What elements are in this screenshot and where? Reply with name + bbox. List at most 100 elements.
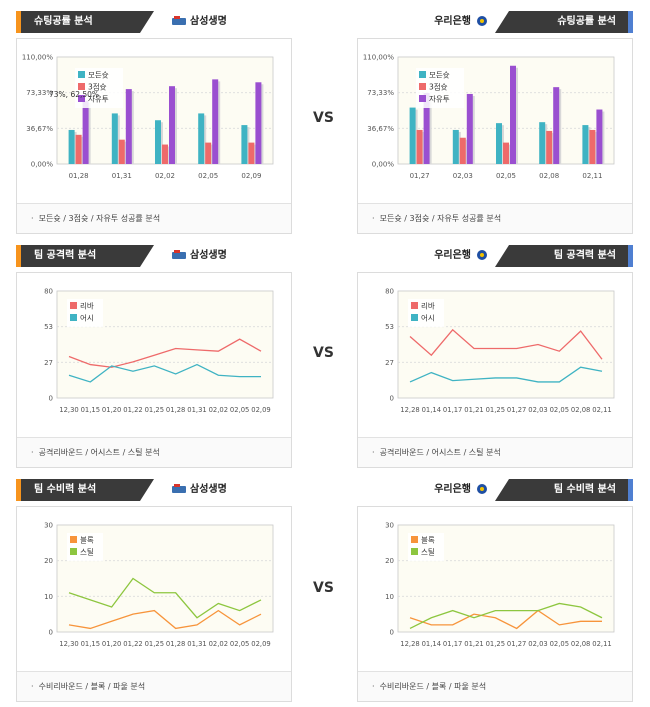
x-tick-label: 12,28 — [400, 640, 419, 648]
panel-header: 팀 수비력 분석 삼성생명 — [16, 479, 292, 501]
defense-chart: 0 10 20 30 12,30 01,15 01,20 01,22 01,25 01,28 01,… — [44, 522, 274, 648]
legend-swatch — [411, 314, 418, 321]
team-label: 우리은행 — [434, 482, 493, 498]
bar — [241, 125, 248, 164]
team-label: 우리은행 — [434, 14, 493, 30]
legend-label: 모든슛 — [88, 71, 109, 80]
footer-text: 모든슛 / 3점슛 / 자유투 성공률 분석 — [379, 214, 502, 223]
legend-label: 리바 — [421, 301, 435, 311]
chart-box: 0,00% 36,67% 73,33% 110,00% 01,28 01,31 02,02 0… — [16, 38, 292, 234]
chart-footer: · 수비리바운드 / 블록 / 파울 분석 — [17, 671, 291, 701]
x-tick-label: 02,05 — [230, 406, 249, 414]
section-title: 팀 수비력 분석 — [495, 479, 633, 501]
series-line — [409, 366, 603, 383]
y-tick-label: 20 — [44, 557, 53, 565]
series-line — [409, 602, 603, 630]
team-name: 삼성생명 — [190, 250, 227, 261]
chart-box: 0 27 53 80 12,28 01,14 01,17 01,21 01,25 01,27 02,… — [357, 272, 633, 468]
legend-swatch — [70, 548, 77, 555]
y-tick-label: 110,00% — [363, 54, 394, 62]
bar — [596, 109, 603, 164]
legend-label: 블록 — [80, 536, 94, 545]
legend-swatch — [70, 536, 77, 543]
series-line — [68, 363, 261, 383]
bar — [459, 137, 466, 164]
x-tick-label: 02,02 — [209, 406, 228, 414]
x-tick-label: 01,27 — [507, 406, 526, 414]
chart-footer: · 모든슛 / 3점슛 / 자유투 성공률 분석 — [17, 203, 291, 233]
bar — [75, 134, 82, 164]
attack-left-panel: 팀 공격력 분석 삼성생명 0 27 53 80 12,30 01,15 01,20 01,2… — [16, 245, 292, 468]
vs-label: VS — [313, 345, 334, 361]
y-tick-label: 73,33% — [26, 89, 53, 97]
defense-right-panel: 팀 수비력 분석 우리은행 0 10 20 30 12,28 01,14 01,17 01,2… — [357, 479, 633, 702]
vs-label: VS — [313, 110, 334, 126]
y-tick-label: 0,00% — [372, 161, 395, 169]
panel-header: 슈팅공률 분석 우리은행 — [357, 11, 633, 33]
x-tick-label: 12,30 — [59, 406, 78, 414]
bar — [416, 129, 423, 164]
x-tick-label: 01,15 — [81, 640, 100, 648]
legend-label: 3점슛 — [88, 82, 107, 92]
x-tick-label: 01,14 — [422, 640, 441, 648]
attack-chart: 0 27 53 80 12,30 01,15 01,20 01,22 01,25 01,28 01,… — [44, 288, 274, 414]
team-logo-icon — [171, 483, 187, 495]
footer-text: 공격리바운드 / 어시스트 / 스틸 분석 — [38, 448, 160, 457]
x-tick-label: 01,27 — [507, 640, 526, 648]
bar — [118, 139, 125, 164]
team-name: 우리은행 — [434, 484, 471, 495]
y-tick-label: 30 — [44, 522, 53, 530]
x-tick-label: 01,31 — [112, 172, 132, 180]
panel-header: 팀 수비력 분석 우리은행 — [357, 479, 633, 501]
panel-header: 팀 공격력 분석 삼성생명 — [16, 245, 292, 267]
team-label: 우리은행 — [434, 248, 493, 264]
team-name: 삼성생명 — [190, 484, 227, 495]
series-line — [68, 338, 262, 368]
footer-text: 수비리바운드 / 블록 / 파울 분석 — [379, 682, 487, 691]
vs-label: VS — [313, 580, 334, 596]
y-tick-label: 27 — [385, 359, 394, 367]
y-tick-label: 0 — [390, 629, 394, 637]
chart-footer: · 모든슛 / 3점슛 / 자유투 성공률 분석 — [358, 203, 632, 233]
series-line — [409, 328, 603, 360]
bar — [212, 79, 219, 164]
legend-label: 모든슛 — [429, 71, 450, 80]
chart-footer: · 수비리바운드 / 블록 / 파울 분석 — [358, 671, 632, 701]
x-tick-label: 01,21 — [464, 640, 483, 648]
x-tick-label: 02,05 — [496, 172, 516, 180]
x-tick-label: 01,31 — [187, 406, 206, 414]
bar — [496, 123, 502, 164]
x-tick-label: 01,28 — [166, 640, 185, 648]
tooltip-label: 73%, 62,50% — [49, 90, 99, 99]
team-label: 삼성생명 — [168, 482, 227, 498]
x-tick-label: 02,03 — [528, 640, 547, 648]
legend-label: 자유투 — [429, 95, 450, 104]
chart-box: 0,00% 36,67% 73,33% 110,00% 01,27 02,03 02,05 0… — [357, 38, 633, 234]
footer-text: 모든슛 / 3점슛 / 자유투 성공률 분석 — [38, 214, 161, 223]
legend-label: 블록 — [421, 536, 435, 545]
legend-swatch — [419, 71, 426, 78]
x-tick-label: 02,02 — [155, 172, 175, 180]
y-tick-label: 80 — [44, 288, 53, 296]
y-tick-label: 36,67% — [367, 125, 394, 133]
y-tick-label: 30 — [385, 522, 394, 530]
section-title: 팀 공격력 분석 — [495, 245, 633, 267]
x-tick-label: 02,09 — [251, 640, 270, 648]
x-tick-label: 02,05 — [198, 172, 218, 180]
x-tick-label: 01,14 — [422, 406, 441, 414]
x-tick-label: 02,05 — [550, 406, 569, 414]
x-tick-label: 01,20 — [102, 406, 121, 414]
section-title: 슈팅공률 분석 — [495, 11, 633, 33]
x-tick-label: 01,27 — [410, 172, 430, 180]
legend-swatch — [78, 95, 85, 102]
bar — [155, 120, 161, 164]
x-tick-label: 02,11 — [592, 640, 611, 648]
chart-footer: · 공격리바운드 / 어시스트 / 스틸 분석 — [17, 437, 291, 467]
legend-label: 스틸 — [421, 548, 435, 557]
